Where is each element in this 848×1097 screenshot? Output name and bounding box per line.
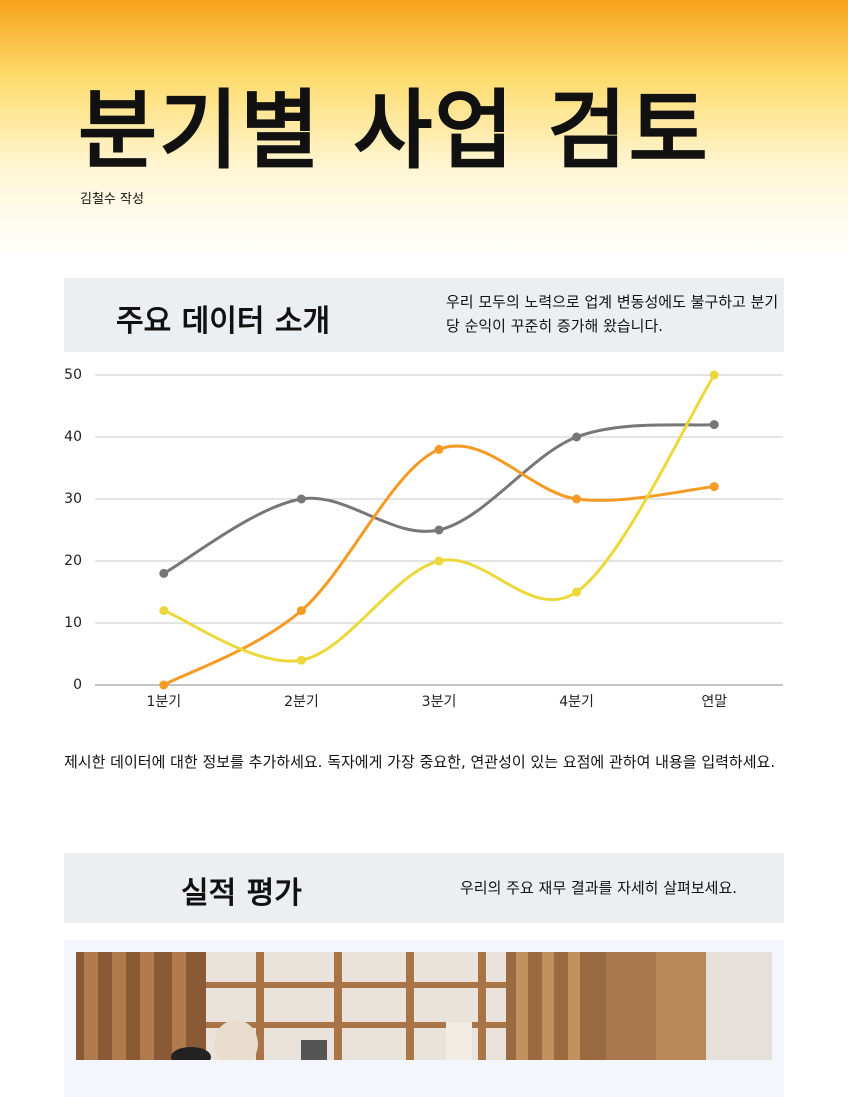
x-tick-label: 1분기	[146, 694, 181, 710]
paragraph: 제시한 데이터에 대한 정보를 추가하세요. 독자에게 가장 중요한, 연관성이…	[64, 753, 776, 771]
x-tick-label: 3분기	[422, 694, 457, 710]
page-title: 분기별 사업 검토	[78, 81, 710, 181]
data-point	[572, 432, 582, 442]
series-line	[163, 374, 716, 663]
data-point	[296, 494, 306, 504]
y-tick-label: 10	[64, 615, 82, 631]
data-point	[434, 556, 444, 566]
x-tick-label: 연말	[701, 694, 727, 710]
data-point	[159, 568, 169, 578]
data-point	[296, 606, 306, 616]
data-point	[159, 680, 169, 690]
chart: 0 10 20 30 40 50 1분기 2분기 3분기 4분기 연말	[64, 367, 783, 710]
y-tick-label: 30	[64, 491, 82, 507]
y-tick-label: 0	[73, 677, 82, 693]
author: 김철수 작성	[80, 192, 144, 207]
data-point	[434, 444, 444, 454]
data-point	[434, 525, 444, 535]
data-point	[709, 420, 719, 430]
section-header	[64, 278, 784, 352]
data-point	[709, 370, 719, 380]
y-tick-label: 40	[64, 429, 82, 445]
data-point	[159, 606, 169, 616]
section-header	[64, 853, 784, 923]
header-background	[0, 0, 848, 260]
data-point	[709, 482, 719, 492]
y-tick-label: 20	[64, 553, 82, 569]
section-title: 실적 평가	[181, 876, 302, 911]
section-description: 우리의 주요 재무 결과를 자세히 살펴보세요.	[460, 879, 738, 897]
x-tick-label: 4분기	[559, 694, 594, 710]
data-point	[572, 587, 582, 597]
section-description: 우리 모두의 노력으로 업계 변동성에도 불구하고 분기당 순익이 꾸준히 증가…	[446, 293, 779, 335]
data-point	[296, 655, 306, 665]
photo	[76, 952, 772, 1060]
x-tick-label: 2분기	[284, 694, 319, 710]
section-title: 주요 데이터 소개	[116, 304, 331, 339]
y-tick-label: 50	[64, 367, 82, 383]
data-point	[572, 494, 582, 504]
